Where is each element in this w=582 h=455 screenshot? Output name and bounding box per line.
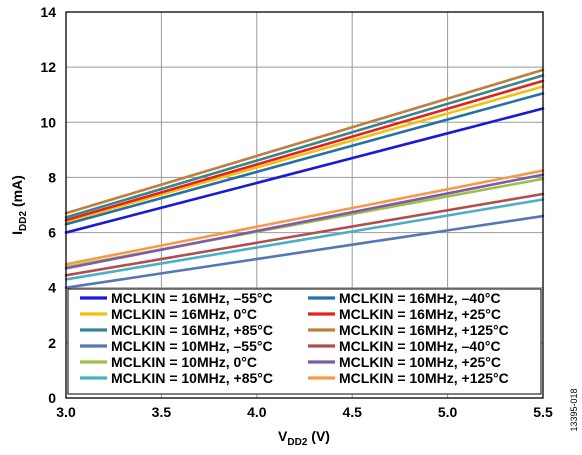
legend-label: MCLKIN = 16MHz, 0°C (111, 306, 257, 322)
legend-item: MCLKIN = 10MHz, 0°C (80, 354, 257, 370)
legend-item: MCLKIN = 10MHz, –40°C (308, 338, 501, 354)
x-axis-label: VDD2 (V) (278, 428, 330, 448)
legend-label: MCLKIN = 16MHz, –40°C (339, 290, 501, 306)
x-tick-label: 4.5 (342, 404, 362, 420)
y-tick-label: 4 (48, 280, 56, 296)
legend-label: MCLKIN = 16MHz, +85°C (111, 322, 273, 338)
figure-id: 13395-018 (569, 388, 579, 431)
legend-label: MCLKIN = 10MHz, –40°C (339, 338, 501, 354)
y-tick-label: 14 (40, 4, 56, 20)
series-line-9 (64, 173, 545, 270)
legend-item: MCLKIN = 10MHz, +125°C (308, 370, 509, 386)
x-tick-label: 3.5 (152, 404, 172, 420)
series-line-2 (64, 85, 545, 223)
y-tick-label: 6 (48, 225, 56, 241)
series-line-7 (64, 192, 545, 277)
y-tick-label: 10 (40, 114, 56, 130)
legend-label: MCLKIN = 10MHz, +85°C (111, 370, 273, 386)
legend-item: MCLKIN = 16MHz, +85°C (80, 322, 273, 338)
y-tick-label: 2 (48, 335, 56, 351)
y-axis-label-unit: (mA) (9, 175, 25, 211)
plot-frame (65, 11, 544, 399)
legend-item: MCLKIN = 10MHz, –55°C (80, 338, 273, 354)
x-axis-ticks: 3.0 3.5 4.0 4.5 5.0 5.5 (56, 404, 553, 420)
x-axis-label-unit: (V) (307, 428, 330, 444)
y-axis-label-symbol: I (9, 231, 25, 235)
legend-item: MCLKIN = 16MHz, +25°C (308, 306, 501, 322)
legend-item: MCLKIN = 16MHz, –40°C (308, 290, 501, 306)
x-axis-label-symbol: V (278, 428, 288, 444)
legend-item: MCLKIN = 16MHz, +125°C (308, 322, 509, 338)
series-line-10 (64, 198, 545, 281)
x-tick-label: 5.0 (438, 404, 458, 420)
legend-label: MCLKIN = 10MHz, +25°C (339, 354, 501, 370)
legend: MCLKIN = 16MHz, –55°C MCLKIN = 16MHz, –40… (67, 288, 542, 395)
legend-label: MCLKIN = 10MHz, 0°C (111, 354, 257, 370)
series-line-3 (64, 79, 545, 222)
legend-item: MCLKIN = 10MHz, +25°C (308, 354, 501, 370)
series-line-6 (64, 214, 545, 290)
legend-item: MCLKIN = 16MHz, 0°C (80, 306, 257, 322)
y-axis-ticks: 0 2 4 6 8 10 12 14 (40, 4, 56, 406)
series-lines (64, 68, 545, 290)
legend-label: MCLKIN = 16MHz, –55°C (111, 290, 273, 306)
legend-label: MCLKIN = 16MHz, +125°C (339, 322, 509, 338)
x-tick-label: 5.5 (533, 404, 553, 420)
series-line-5 (64, 68, 545, 215)
legend-label: MCLKIN = 10MHz, –55°C (111, 338, 273, 354)
series-line-11 (64, 169, 545, 266)
y-tick-label: 8 (48, 169, 56, 185)
x-tick-label: 4.0 (247, 404, 267, 420)
legend-item: MCLKIN = 16MHz, –55°C (80, 290, 273, 306)
series-line-1 (64, 92, 545, 226)
x-axis-label-subscript: DD2 (287, 437, 307, 448)
series-line-4 (64, 74, 545, 219)
legend-box (67, 288, 542, 395)
y-tick-label: 0 (48, 390, 56, 406)
y-axis-label: IDD2 (mA) (9, 175, 29, 235)
legend-item: MCLKIN = 10MHz, +85°C (80, 370, 273, 386)
series-line-0 (64, 107, 545, 234)
legend-label: MCLKIN = 10MHz, +125°C (339, 370, 509, 386)
x-tick-label: 3.0 (56, 404, 76, 420)
y-axis-label-subscript: DD2 (18, 211, 29, 231)
legend-label: MCLKIN = 16MHz, +25°C (339, 306, 501, 322)
y-tick-label: 12 (40, 59, 56, 75)
